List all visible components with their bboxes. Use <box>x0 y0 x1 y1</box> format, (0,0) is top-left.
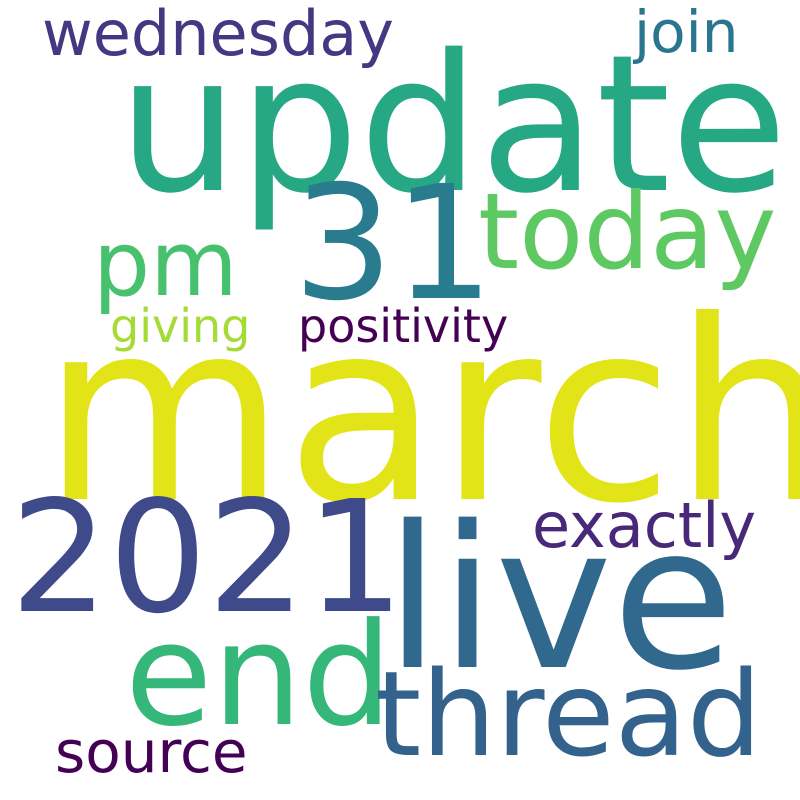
word-join: join <box>634 0 739 66</box>
word-live: live <box>385 483 735 714</box>
word-thread: thread <box>375 645 762 783</box>
word-end: end <box>125 593 393 758</box>
word-positivity: positivity <box>298 299 509 353</box>
word-today: today <box>478 171 777 293</box>
word-march: march <box>42 267 800 558</box>
word-2021: 2021 <box>10 467 405 648</box>
word-wednesday: wednesday <box>42 0 394 70</box>
word-pm: pm <box>93 212 238 317</box>
word-exactly: exactly <box>532 489 757 562</box>
word-update: update <box>118 14 788 235</box>
word-giving: giving <box>110 299 251 353</box>
word-31: 31 <box>293 152 495 336</box>
word-source: source <box>55 718 248 786</box>
